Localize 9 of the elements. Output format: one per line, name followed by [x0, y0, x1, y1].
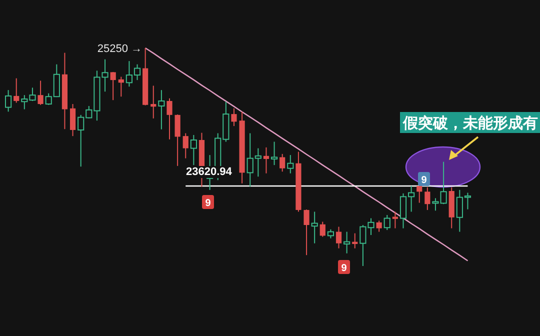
- annotation: 9: [205, 198, 212, 209]
- annotation: 23620.94: [185, 166, 234, 178]
- annotation: 9: [341, 263, 348, 274]
- annotation: 9: [338, 260, 350, 274]
- annotation: 9: [421, 175, 428, 186]
- annotation: 25250 →: [96, 43, 143, 55]
- annotation: 假突破，未能形成有: [400, 112, 540, 133]
- annotation: 9: [418, 172, 430, 186]
- annotation: 9: [202, 195, 214, 209]
